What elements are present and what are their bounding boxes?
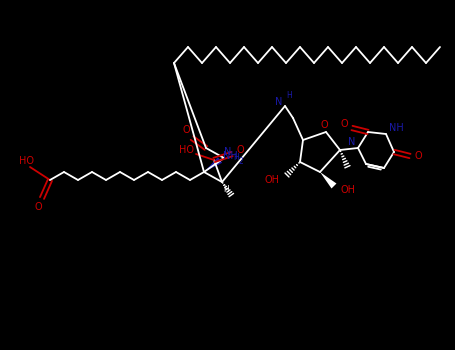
Text: HO: HO: [19, 156, 34, 166]
Text: OH: OH: [340, 185, 355, 195]
Polygon shape: [204, 157, 222, 172]
Text: NH: NH: [389, 123, 404, 133]
Text: 2: 2: [238, 156, 243, 166]
Text: O: O: [320, 120, 328, 130]
Text: N: N: [275, 97, 283, 107]
Text: H: H: [286, 91, 292, 100]
Polygon shape: [320, 172, 337, 188]
Text: O: O: [236, 145, 244, 155]
Text: O: O: [414, 151, 422, 161]
Text: O: O: [340, 119, 348, 129]
Text: N: N: [224, 147, 232, 157]
Text: O: O: [182, 125, 190, 135]
Text: NH: NH: [222, 151, 238, 161]
Text: N: N: [349, 137, 356, 147]
Text: HO: HO: [178, 145, 193, 155]
Text: O: O: [34, 202, 42, 212]
Text: H: H: [233, 153, 239, 161]
Text: H: H: [223, 186, 229, 195]
Text: OH: OH: [264, 175, 279, 185]
